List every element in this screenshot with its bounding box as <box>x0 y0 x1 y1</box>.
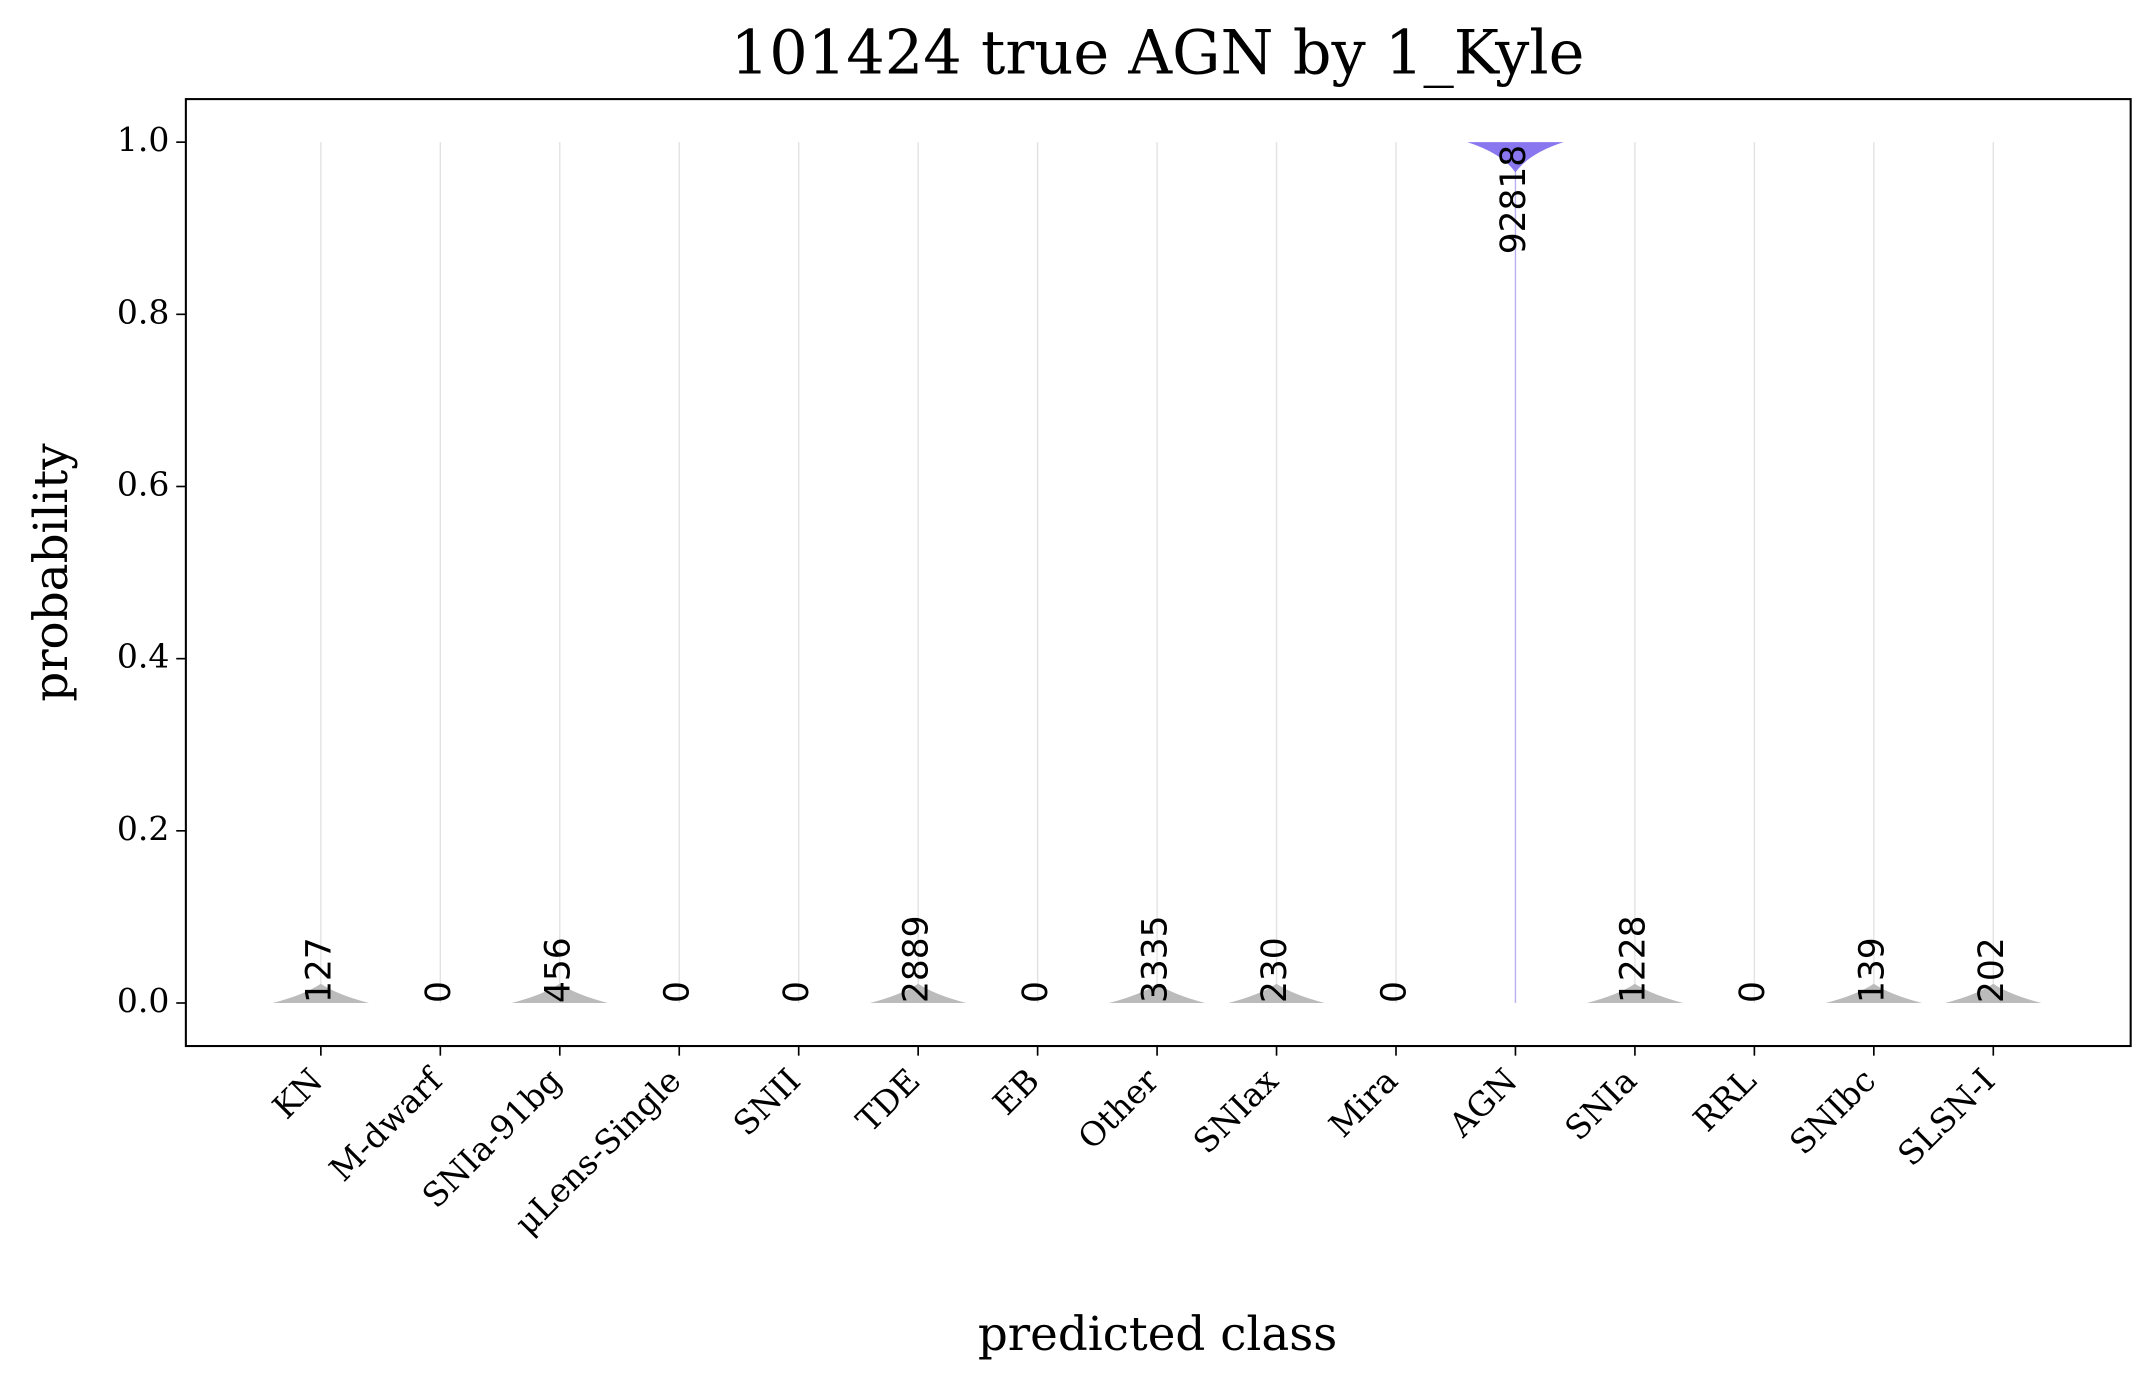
violin <box>1825 983 1923 1003</box>
y-tick-label: 0.6 <box>117 464 170 503</box>
x-tick-label: SNIa <box>1557 1061 1644 1148</box>
count-label: 230 <box>1255 937 1295 1003</box>
count-label: 0 <box>419 981 459 1003</box>
x-tick-label: AGN <box>1440 1061 1524 1145</box>
count-label: 127 <box>299 937 339 1003</box>
count-label: 456 <box>538 937 578 1003</box>
x-tick-label: SNIax <box>1185 1060 1286 1161</box>
y-tick-label: 0.0 <box>117 981 170 1020</box>
y-tick-label: 0.2 <box>117 809 170 848</box>
count-label: 202 <box>1972 937 2012 1003</box>
x-tick-label: KN <box>265 1061 330 1126</box>
count-label: 3335 <box>1136 915 1176 1003</box>
x-tick-label: TDE <box>849 1061 928 1140</box>
count-label: 139 <box>1852 937 1892 1003</box>
violin <box>272 983 370 1003</box>
x-tick-label: RRL <box>1685 1061 1763 1139</box>
count-label: 0 <box>1016 981 1056 1003</box>
x-tick-label: Other <box>1070 1061 1166 1157</box>
x-axis-label: predicted class <box>978 1308 1337 1362</box>
y-tick-label: 1.0 <box>117 120 170 159</box>
plot-frame <box>184 98 2132 1048</box>
y-axis-label: probability <box>25 443 79 702</box>
x-tick-label: EB <box>985 1061 1047 1123</box>
violin <box>1467 142 1564 173</box>
count-label: 92818 <box>1494 145 1534 254</box>
violin <box>1945 983 2042 1003</box>
count-label: 0 <box>1374 981 1414 1003</box>
x-tick-label: SNIbc <box>1782 1061 1883 1162</box>
violin <box>1108 983 1206 1003</box>
count-label: 1228 <box>1613 915 1653 1003</box>
y-tick-label: 0.4 <box>117 637 170 676</box>
violin <box>511 983 608 1003</box>
count-label: 0 <box>658 981 698 1003</box>
violin <box>1228 983 1325 1003</box>
x-tick-label: SLSN-I <box>1890 1061 2003 1174</box>
x-tick-label: Mira <box>1321 1061 1405 1145</box>
count-label: 0 <box>1733 981 1773 1003</box>
count-label: 2889 <box>897 915 937 1003</box>
y-tick-label: 0.8 <box>117 292 170 331</box>
chart-title: 101424 true AGN by 1_Kyle <box>731 18 1585 88</box>
count-label: 0 <box>777 981 817 1003</box>
violin <box>869 983 967 1003</box>
x-tick-label: SNII <box>726 1061 808 1143</box>
violin <box>1586 983 1684 1003</box>
